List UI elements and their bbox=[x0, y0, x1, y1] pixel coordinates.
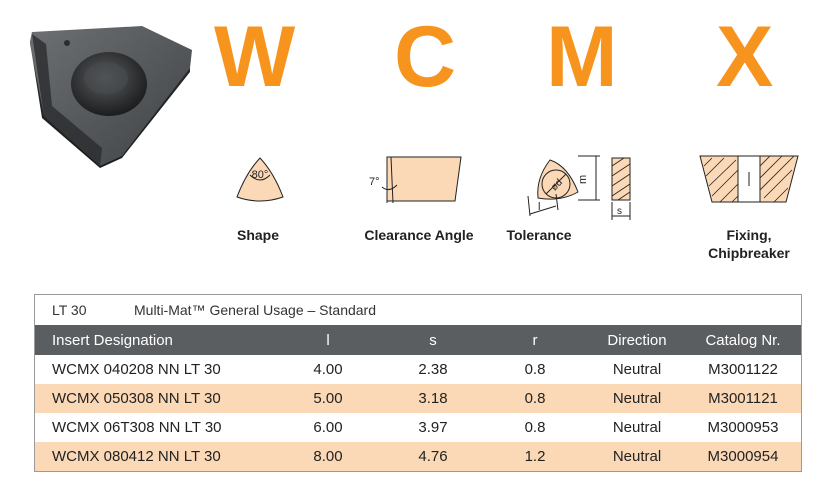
table-header-row: Insert Designation l s r Direction Catal… bbox=[35, 325, 801, 355]
cell-r: 1.2 bbox=[524, 448, 546, 465]
cell-direction: Neutral bbox=[612, 448, 662, 465]
shape-angle-label: 80° bbox=[252, 169, 269, 181]
clearance-diagram: 7° bbox=[369, 156, 462, 204]
table-title: Multi-Mat™ General Usage – Standard bbox=[134, 302, 376, 318]
clearance-letter: C bbox=[394, 9, 457, 105]
shape-caption: Shape bbox=[236, 227, 279, 243]
cell-r: 0.8 bbox=[524, 361, 546, 378]
shape-letter: W bbox=[214, 9, 296, 105]
table-row: WCMX 040208 NN LT 30 4.00 2.38 0.8 Neutr… bbox=[35, 355, 801, 384]
cell-designation: WCMX 050308 NN LT 30 bbox=[52, 390, 221, 407]
cell-s: 2.38 bbox=[418, 361, 448, 378]
cell-catalog: M3001122 bbox=[708, 361, 778, 378]
tolerance-caption: Tolerance bbox=[506, 227, 572, 243]
tolerance-diagram: ød m l s bbox=[527, 155, 631, 220]
cell-r: 0.8 bbox=[524, 390, 546, 407]
fixing-caption-line1: Fixing, bbox=[726, 227, 772, 243]
column-header-r: r bbox=[532, 331, 538, 349]
table-title-bar: LT 30 Multi-Mat™ General Usage – Standar… bbox=[35, 295, 801, 325]
shape-diagram: 80° bbox=[236, 157, 284, 202]
insert-product-image bbox=[30, 26, 192, 168]
cell-l: 6.00 bbox=[313, 419, 343, 436]
cell-designation: WCMX 06T308 NN LT 30 bbox=[52, 419, 222, 436]
table-row: WCMX 06T308 NN LT 30 6.00 3.97 0.8 Neutr… bbox=[35, 413, 801, 442]
cell-r: 0.8 bbox=[524, 419, 546, 436]
clearance-angle-label: 7° bbox=[369, 176, 380, 188]
cell-catalog: M3001121 bbox=[708, 390, 778, 407]
cell-catalog: M3000954 bbox=[707, 448, 779, 465]
cell-direction: Neutral bbox=[612, 419, 662, 436]
tolerance-letter: M bbox=[546, 9, 618, 105]
cell-l: 4.00 bbox=[313, 361, 343, 378]
fixing-diagram bbox=[699, 155, 799, 203]
fixing-letter: X bbox=[716, 9, 774, 105]
cell-designation: WCMX 080412 NN LT 30 bbox=[52, 448, 221, 465]
table-row: WCMX 050308 NN LT 30 5.00 3.18 0.8 Neutr… bbox=[35, 384, 801, 413]
fixing-caption: Fixing, Chipbreaker bbox=[694, 226, 804, 262]
cell-s: 3.18 bbox=[418, 390, 448, 407]
grade-code: LT 30 bbox=[52, 302, 87, 318]
column-header-catalog: Catalog Nr. bbox=[705, 331, 781, 349]
table-row: WCMX 080412 NN LT 30 8.00 4.76 1.2 Neutr… bbox=[35, 442, 801, 471]
cell-designation: WCMX 040208 NN LT 30 bbox=[52, 361, 221, 378]
column-header-s: s bbox=[429, 331, 437, 349]
tolerance-l-label: l bbox=[538, 201, 540, 213]
fixing-caption-line2: Chipbreaker bbox=[708, 245, 790, 261]
column-header-direction: Direction bbox=[607, 331, 667, 349]
cell-l: 5.00 bbox=[313, 390, 343, 407]
tolerance-m-label: m bbox=[577, 175, 589, 184]
cell-l: 8.00 bbox=[313, 448, 343, 465]
cell-s: 4.76 bbox=[418, 448, 448, 465]
cell-direction: Neutral bbox=[612, 361, 662, 378]
cell-s: 3.97 bbox=[418, 419, 448, 436]
insert-table: LT 30 Multi-Mat™ General Usage – Standar… bbox=[34, 294, 802, 472]
clearance-caption: Clearance Angle bbox=[364, 227, 474, 243]
tolerance-s-label: s bbox=[617, 206, 622, 217]
column-header-l: l bbox=[326, 331, 330, 349]
cell-catalog: M3000953 bbox=[707, 419, 779, 436]
cell-direction: Neutral bbox=[612, 390, 662, 407]
column-header-designation: Insert Designation bbox=[52, 331, 173, 349]
